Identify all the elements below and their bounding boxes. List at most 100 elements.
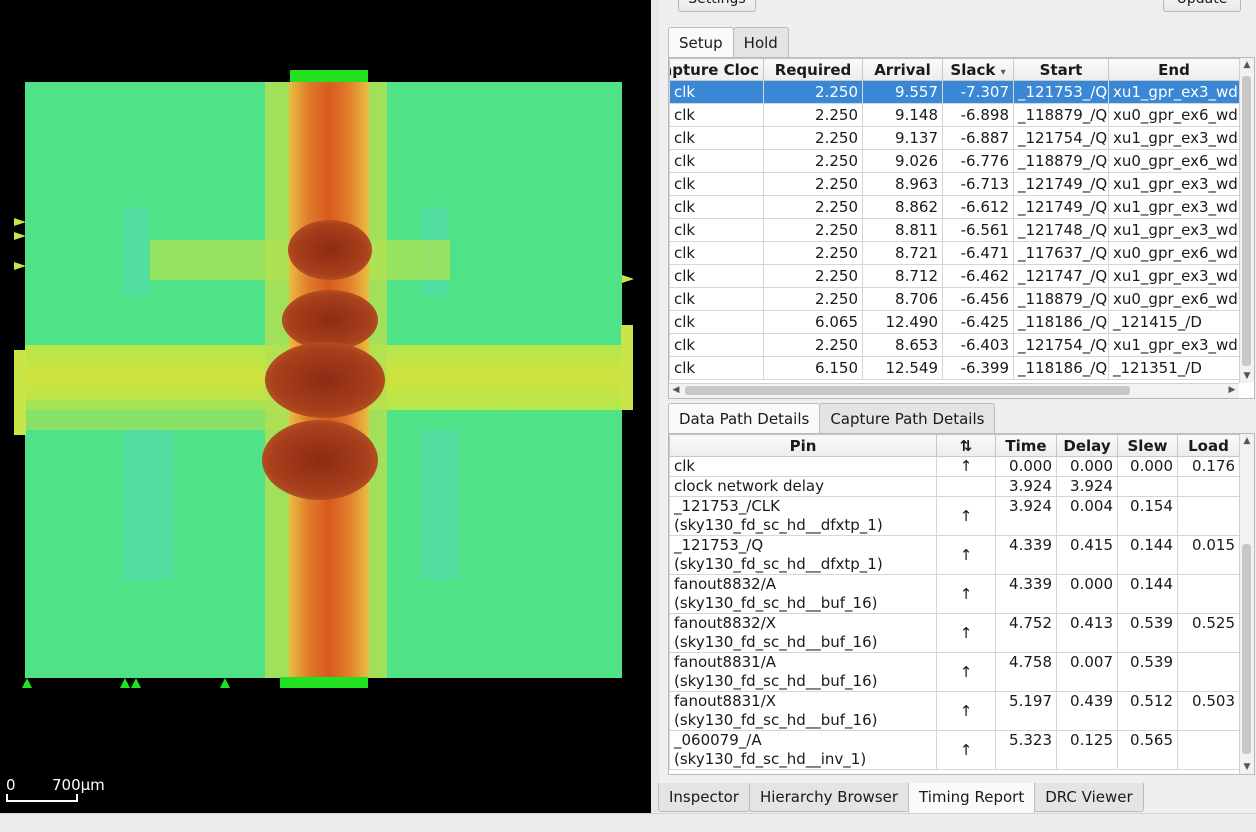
table-row[interactable]: _121753_/Q (sky130_fd_sc_hd__dfxtp_1) ↑ 4.3… xyxy=(669,535,1240,575)
path-table-vscroll[interactable]: ▲ ▼ xyxy=(1239,434,1254,774)
table-row[interactable]: clk 2.250 8.963 -6.713 _121749_/Q xu1_gpr_ex3… xyxy=(669,172,1240,196)
macro-block xyxy=(420,430,460,580)
cell-arrival: 12.549 xyxy=(862,356,943,380)
table-row[interactable]: clk 2.250 8.712 -6.462 _121747_/Q xu1_gpr_ex3… xyxy=(669,264,1240,288)
rise-arrow-icon: ↑ xyxy=(936,613,996,653)
pin-name: _121753_/CLK xyxy=(674,497,780,516)
table-row[interactable]: fanout8831/A (sky130_fd_sc_hd__buf_16) ↑ 4.… xyxy=(669,652,1240,692)
cell-start: _121747_/Q xyxy=(1013,264,1109,288)
cell-time: 4.752 xyxy=(995,613,1057,653)
col-slew[interactable]: Slew xyxy=(1117,434,1178,457)
table-row[interactable]: fanout8831/X (sky130_fd_sc_hd__buf_16) ↑ 5.… xyxy=(669,691,1240,731)
cell-end: xu1_gpr_ex3_wd xyxy=(1108,126,1240,150)
cell-pin: _060079_/A (sky130_fd_sc_hd__inv_1) xyxy=(669,730,937,770)
update-button[interactable]: Update xyxy=(1163,0,1241,12)
tab-data-path-details[interactable]: Data Path Details xyxy=(668,403,821,435)
table-row[interactable]: clk ↑ 0.000 0.000 0.000 0.176 xyxy=(669,456,1240,477)
pin-name: clk xyxy=(674,457,696,476)
col-delay[interactable]: Delay xyxy=(1056,434,1118,457)
path-details-panel: Pin ⇅ Time Delay Slew Load clk ↑ 0.000 0.00… xyxy=(668,433,1255,775)
cell-slew: 0.539 xyxy=(1117,613,1178,653)
cell-slack: -6.471 xyxy=(942,241,1014,265)
cell-arrival: 9.148 xyxy=(862,103,943,127)
cell-capture-clock: clk xyxy=(669,218,764,242)
col-arrival[interactable]: Arrival xyxy=(862,58,943,81)
cell-slew: 0.144 xyxy=(1117,535,1178,575)
table-row[interactable]: fanout8832/X (sky130_fd_sc_hd__buf_16) ↑ 4.… xyxy=(669,613,1240,653)
cell-end: xu0_gpr_ex6_wd xyxy=(1108,241,1240,265)
col-slack-label: Slack xyxy=(950,60,996,79)
hotspot xyxy=(265,342,385,418)
scroll-thumb[interactable] xyxy=(1242,544,1251,754)
cell-delay: 0.007 xyxy=(1056,652,1118,692)
table-row[interactable]: _121753_/CLK (sky130_fd_sc_hd__dfxtp_1) ↑ 3… xyxy=(669,496,1240,536)
cell-required: 2.250 xyxy=(763,264,863,288)
col-end[interactable]: End xyxy=(1108,58,1240,81)
scroll-up-icon[interactable]: ▲ xyxy=(1243,436,1251,446)
table-row[interactable]: clk 2.250 8.653 -6.403 _121754_/Q xu1_gpr_ex3… xyxy=(669,333,1240,357)
cell-arrival: 8.706 xyxy=(862,287,943,311)
table-row[interactable]: fanout8832/A (sky130_fd_sc_hd__buf_16) ↑ 4.… xyxy=(669,574,1240,614)
table-row[interactable]: clk 2.250 8.811 -6.561 _121748_/Q xu1_gpr_ex3… xyxy=(669,218,1240,242)
table-row[interactable]: clock network delay 3.924 3.924 xyxy=(669,476,1240,497)
tab-capture-path-details[interactable]: Capture Path Details xyxy=(819,403,996,434)
table-row[interactable]: clk 6.150 12.549 -6.399 _118186_/Q _121351_/D xyxy=(669,356,1240,380)
cell-arrival: 8.721 xyxy=(862,241,943,265)
cell-slack: -6.561 xyxy=(942,218,1014,242)
scroll-down-icon[interactable]: ▼ xyxy=(1243,762,1251,772)
dock-splitter[interactable] xyxy=(651,0,659,813)
table-row[interactable]: clk 2.250 9.137 -6.887 _121754_/Q xu1_gpr_ex3… xyxy=(669,126,1240,150)
hscroll-thumb[interactable] xyxy=(685,386,1130,395)
layout-viewer[interactable]: 0 700µm xyxy=(0,0,651,813)
table-row[interactable]: _060079_/A (sky130_fd_sc_hd__inv_1) ↑ 5.323… xyxy=(669,730,1240,770)
cell-delay: 0.000 xyxy=(1056,456,1118,477)
routing-congestion-heatmap[interactable] xyxy=(0,0,651,813)
timing-table-vscroll[interactable]: ▲ ▼ xyxy=(1239,58,1254,383)
scroll-thumb[interactable] xyxy=(1242,76,1251,366)
col-load[interactable]: Load xyxy=(1177,434,1240,457)
col-pin[interactable]: Pin xyxy=(669,434,937,457)
table-row[interactable]: clk 2.250 9.557 -7.307 _121753_/Q xu1_gpr_ex3… xyxy=(669,80,1240,104)
cell-time: 3.924 xyxy=(995,476,1057,497)
tab-setup[interactable]: Setup xyxy=(668,27,734,59)
table-row[interactable]: clk 2.250 8.706 -6.456 _118879_/Q xu0_gpr_ex6… xyxy=(669,287,1240,311)
cell-slew: 0.539 xyxy=(1117,652,1178,692)
cell-delay: 0.413 xyxy=(1056,613,1118,653)
cell-load xyxy=(1177,730,1240,770)
table-row[interactable]: clk 2.250 8.862 -6.612 _121749_/Q xu1_gpr_ex3… xyxy=(669,195,1240,219)
col-time[interactable]: Time xyxy=(995,434,1057,457)
table-row[interactable]: clk 2.250 8.721 -6.471 _117637_/Q xu0_gpr_ex6… xyxy=(669,241,1240,265)
tab-inspector[interactable]: Inspector xyxy=(658,783,750,812)
cell-slack: -6.898 xyxy=(942,103,1014,127)
tab-hold[interactable]: Hold xyxy=(732,27,789,58)
col-slack[interactable]: Slack ▾ xyxy=(942,58,1014,81)
table-row[interactable]: clk 2.250 9.148 -6.898 _118879_/Q xu0_gpr_ex6… xyxy=(669,103,1240,127)
tab-hierarchy-browser[interactable]: Hierarchy Browser xyxy=(748,783,910,812)
cell-arrival: 9.557 xyxy=(862,80,943,104)
table-row[interactable]: clk 6.065 12.490 -6.425 _118186_/Q _121415_/D xyxy=(669,310,1240,334)
cell-end: xu0_gpr_ex6_wd xyxy=(1108,149,1240,173)
col-required[interactable]: Required xyxy=(763,58,863,81)
cell-type: (sky130_fd_sc_hd__buf_16) xyxy=(674,594,878,612)
scroll-down-icon[interactable]: ▼ xyxy=(1243,371,1251,381)
col-capture-clock[interactable]: Capture Cloc xyxy=(669,58,764,81)
cell-required: 6.150 xyxy=(763,356,863,380)
col-start[interactable]: Start xyxy=(1013,58,1109,81)
cell-delay: 0.125 xyxy=(1056,730,1118,770)
cell-pin: fanout8831/X (sky130_fd_sc_hd__buf_16) xyxy=(669,691,937,731)
cell-arrival: 8.862 xyxy=(862,195,943,219)
table-row[interactable]: clk 2.250 9.026 -6.776 _118879_/Q xu0_gpr_ex6… xyxy=(669,149,1240,173)
tab-timing-report[interactable]: Timing Report xyxy=(908,783,1036,814)
scale-label-start: 0 xyxy=(6,776,16,794)
pin-name: fanout8831/A xyxy=(674,653,777,672)
scroll-left-icon[interactable]: ◀ xyxy=(672,385,680,395)
scroll-right-icon[interactable]: ▶ xyxy=(1228,385,1236,395)
sort-desc-icon: ▾ xyxy=(1000,66,1006,78)
scroll-up-icon[interactable]: ▲ xyxy=(1243,60,1251,70)
settings-button[interactable]: Settings xyxy=(678,0,756,12)
timing-table-hscroll[interactable]: ◀ ▶ xyxy=(669,383,1239,398)
cell-slack: -6.713 xyxy=(942,172,1014,196)
tab-drc-viewer[interactable]: DRC Viewer xyxy=(1034,783,1144,812)
col-direction[interactable]: ⇅ xyxy=(936,434,996,457)
cell-load xyxy=(1177,574,1240,614)
